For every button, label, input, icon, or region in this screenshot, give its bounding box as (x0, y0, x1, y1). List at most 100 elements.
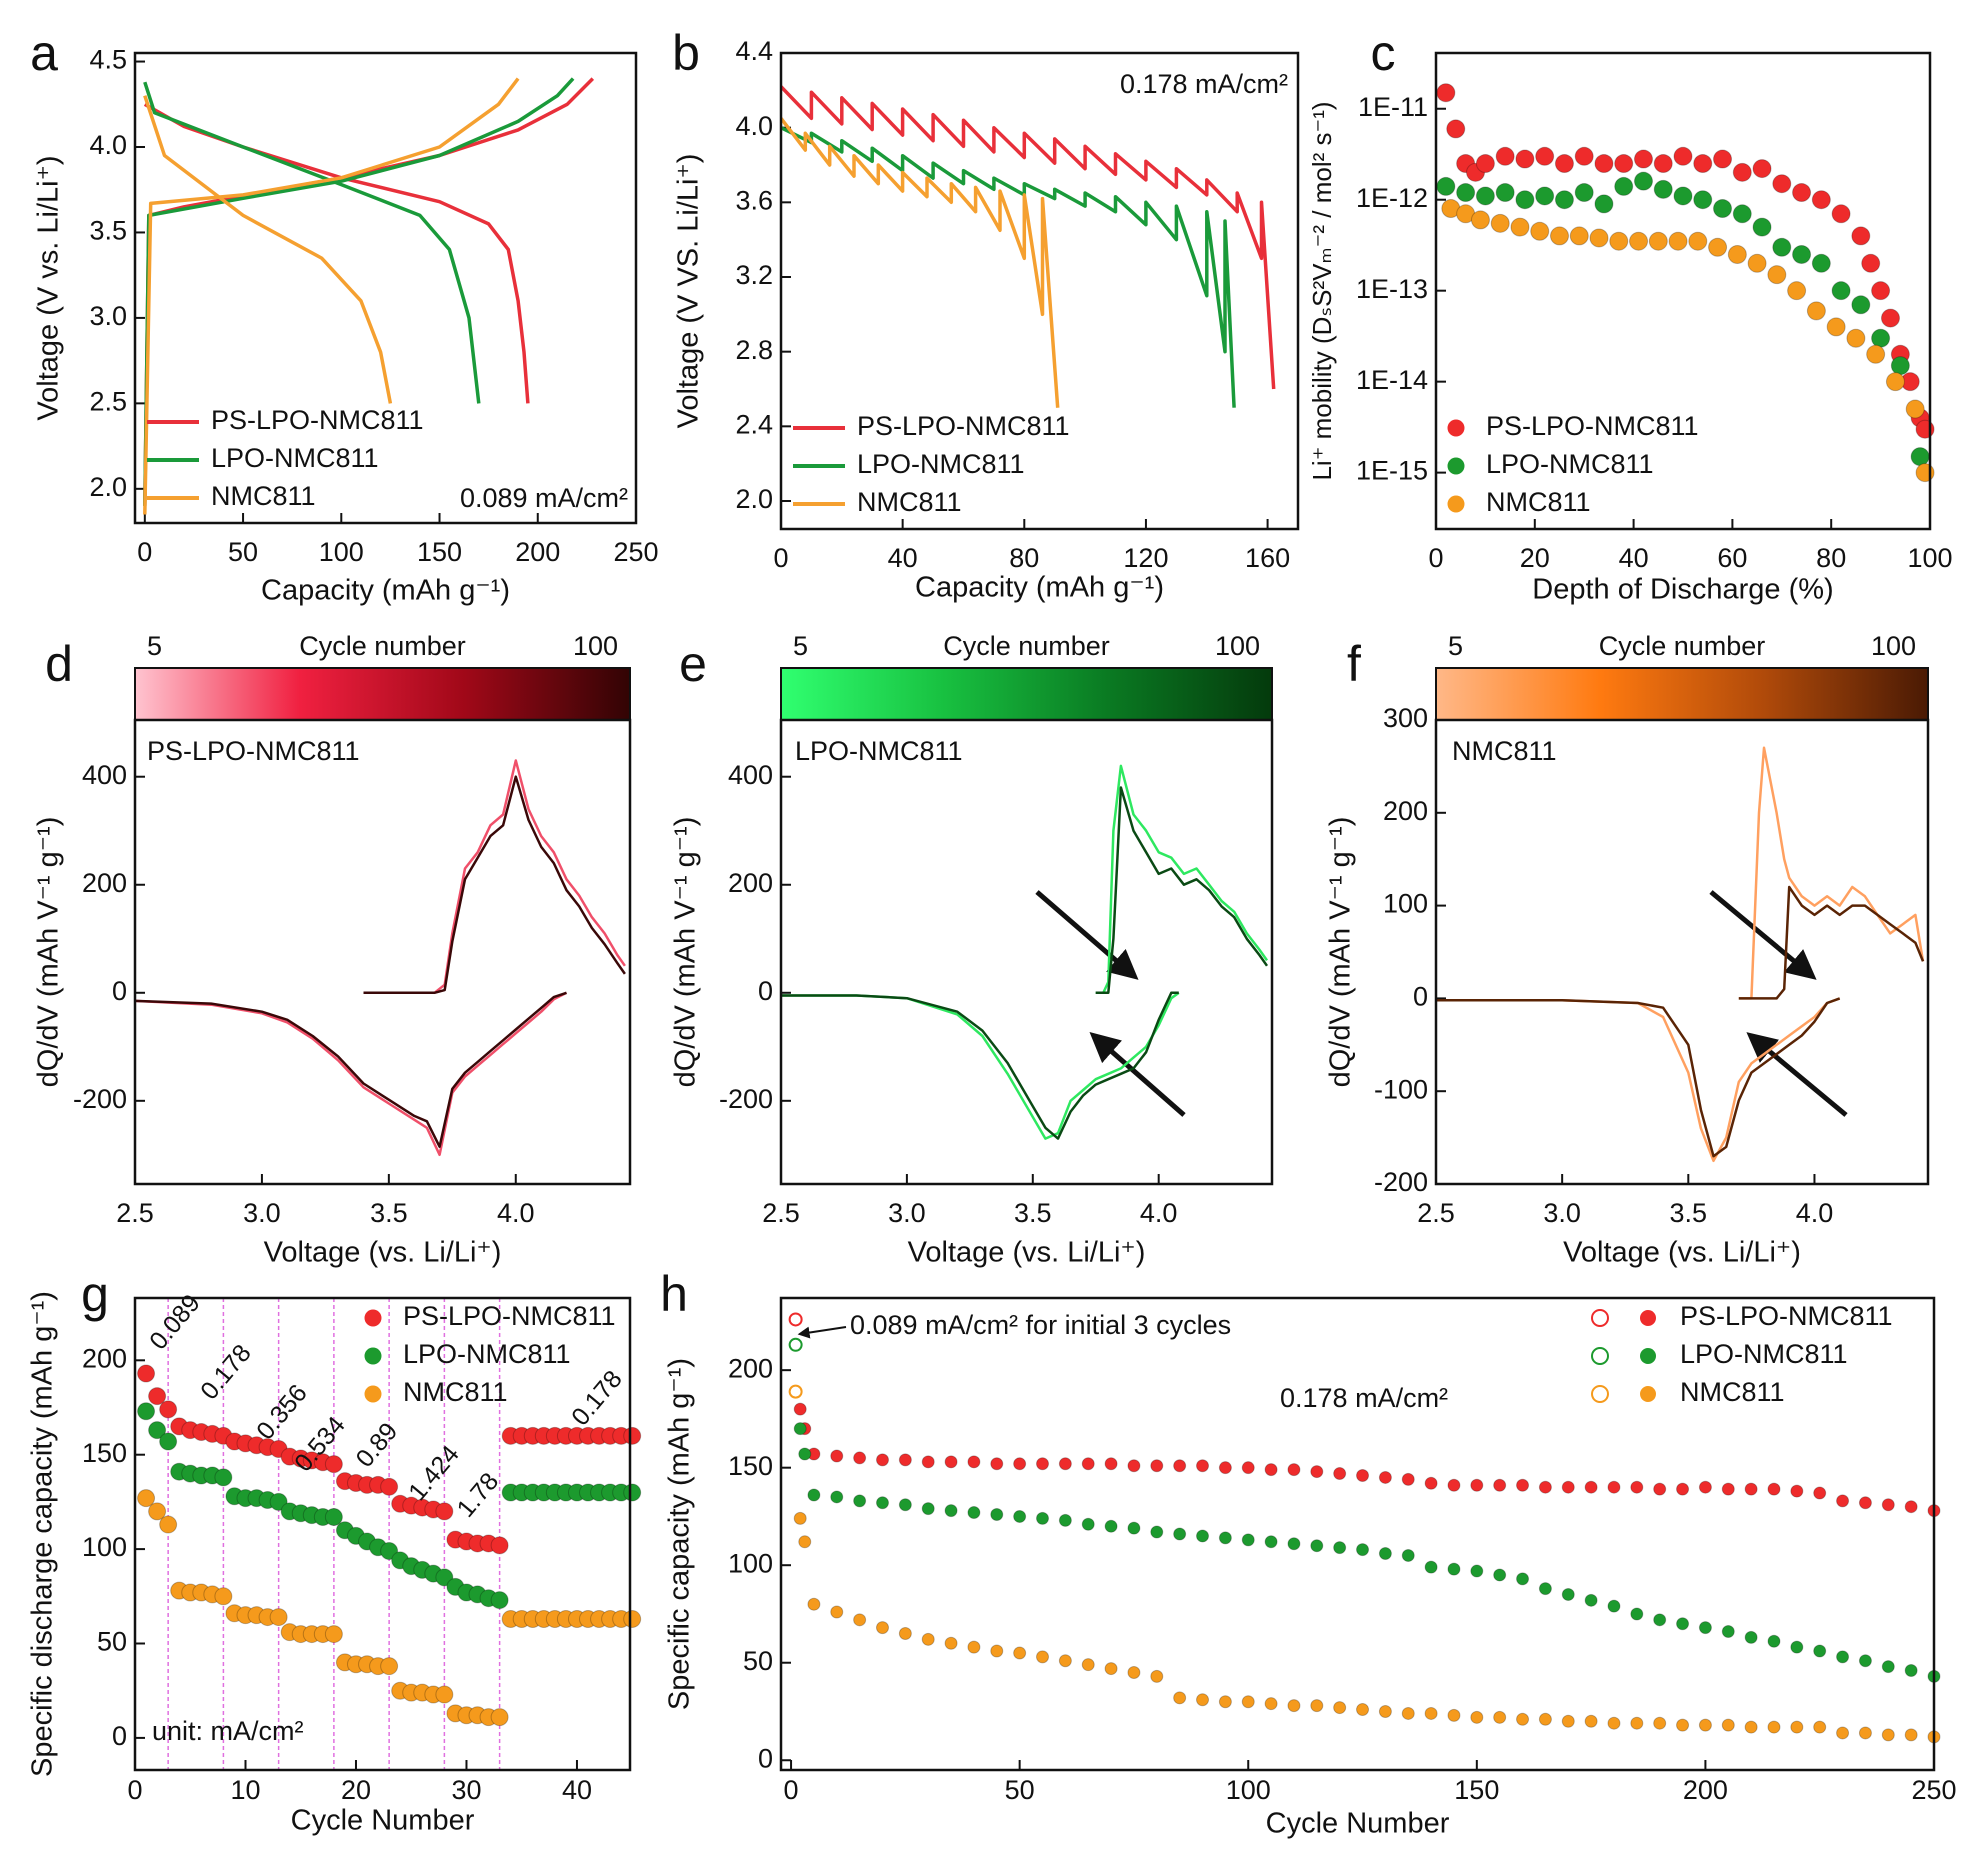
data-point (1446, 119, 1466, 139)
legend-swatch (364, 1385, 382, 1403)
legend-swatch (364, 1309, 382, 1327)
x-tick-label: 3.0 (888, 1198, 926, 1228)
data-point (159, 1432, 178, 1451)
data-point (137, 1402, 156, 1421)
data-point (1550, 226, 1569, 246)
data-point (1510, 217, 1530, 237)
x-tick-label: 2.5 (116, 1198, 154, 1228)
data-point (1653, 154, 1673, 174)
y-tick-label: 4.5 (89, 45, 127, 75)
data-point (1811, 253, 1831, 273)
data-point (1826, 317, 1846, 337)
data-point (159, 1515, 178, 1534)
data-point (1698, 1480, 1712, 1494)
x-axis-title: Cycle Number (1266, 1808, 1450, 1840)
x-axis-title: Voltage (vs. Li/Li⁺) (264, 1237, 502, 1269)
x-tick-label: 80 (1009, 543, 1039, 573)
data-point (1721, 1625, 1735, 1639)
data-point (1676, 1617, 1690, 1631)
annotation: PS-LPO-NMC811 (147, 736, 360, 766)
y-tick-label: 100 (728, 1548, 773, 1578)
data-point (1036, 1457, 1050, 1471)
x-tick-label: 100 (1907, 543, 1952, 573)
plot-frame (1434, 718, 1930, 1186)
legend-swatch (1447, 495, 1465, 513)
data-point (1310, 1465, 1324, 1479)
x-tick-label: 160 (1245, 543, 1290, 573)
data-point (1150, 1525, 1164, 1539)
data-point (1447, 1562, 1461, 1576)
data-point (1767, 1634, 1781, 1648)
data-point (1727, 244, 1747, 264)
legend-label: PS-LPO-NMC811 (403, 1301, 616, 1331)
y-tick-label: -100 (1374, 1074, 1428, 1104)
data-point (1127, 1665, 1141, 1679)
colorbar (780, 667, 1273, 721)
data-point (1218, 1695, 1232, 1709)
x-tick-label: 80 (1816, 543, 1846, 573)
x-axis-title: Voltage (vs. Li/Li⁺) (1563, 1237, 1801, 1269)
data-point (1356, 1703, 1370, 1717)
data-point (1792, 244, 1812, 264)
data-point (1747, 253, 1767, 273)
colorbar-tick-label: 5 (1448, 631, 1463, 661)
data-point (1436, 83, 1456, 103)
y-axis-title: Voltage (V VS. Li/Li⁺) (673, 154, 705, 429)
data-point (921, 1455, 935, 1469)
y-axis-title: Specific capacity (mAh g⁻¹) (664, 1358, 696, 1710)
x-tick-label: 4.0 (1140, 1198, 1178, 1228)
data-point (1607, 1480, 1621, 1494)
data-point (875, 1453, 889, 1467)
y-tick-label: 50 (97, 1627, 127, 1657)
data-point (1538, 1480, 1552, 1494)
panel: b 0 40 80 120 160 2.0 2.4 2.8 3.2 3.6 4.0 4.4 Capacit… (672, 25, 1300, 604)
data-point (1493, 1478, 1507, 1492)
y-tick-label: 100 (82, 1532, 127, 1562)
data-point (1424, 1476, 1438, 1490)
data-point (1456, 183, 1476, 203)
x-tick-label: 30 (451, 1775, 481, 1805)
arrow (1746, 1032, 1848, 1117)
data-line (143, 77, 575, 506)
y-tick-label: 150 (82, 1438, 127, 1468)
x-tick-label: 100 (319, 537, 364, 567)
data-point (1058, 1457, 1072, 1471)
plot-frame (133, 51, 638, 525)
data-point (1470, 1478, 1484, 1492)
data-point (1846, 328, 1866, 348)
data-point (1904, 1500, 1918, 1514)
x-axis-title: Capacity (mAh g⁻¹) (915, 572, 1164, 604)
data-line (781, 786, 1269, 1140)
data-point (1378, 1547, 1392, 1561)
data-line (781, 126, 1236, 408)
data-point (1378, 1704, 1392, 1718)
data-point (1554, 190, 1574, 210)
panel-label: c (1371, 25, 1396, 81)
data-point (148, 1387, 167, 1406)
arrow (1035, 890, 1139, 980)
data-point (1633, 171, 1653, 191)
data-point (214, 1468, 233, 1487)
data-point (1881, 1660, 1895, 1674)
data-point (1196, 1693, 1210, 1707)
y-tick-label: 200 (728, 1353, 773, 1383)
data-point (1851, 295, 1871, 315)
data-point (1752, 217, 1772, 237)
data-point (1287, 1699, 1301, 1713)
data-point (853, 1451, 867, 1465)
data-point (944, 1455, 958, 1469)
data-point (1554, 154, 1574, 174)
legend-label: PS-LPO-NMC811 (1680, 1301, 1893, 1331)
legend-label: LPO-NMC811 (403, 1339, 571, 1369)
data-point (1447, 1478, 1461, 1492)
data-point (1310, 1539, 1324, 1553)
data-point (148, 1421, 167, 1440)
data-point (1013, 1646, 1027, 1660)
x-tick-label: 200 (515, 537, 560, 567)
data-point (1880, 308, 1900, 328)
data-point (1890, 356, 1910, 376)
data-point (214, 1587, 233, 1606)
data-point (990, 1457, 1004, 1471)
data-point (830, 1490, 844, 1504)
legend-label: PS-LPO-NMC811 (857, 411, 1070, 441)
